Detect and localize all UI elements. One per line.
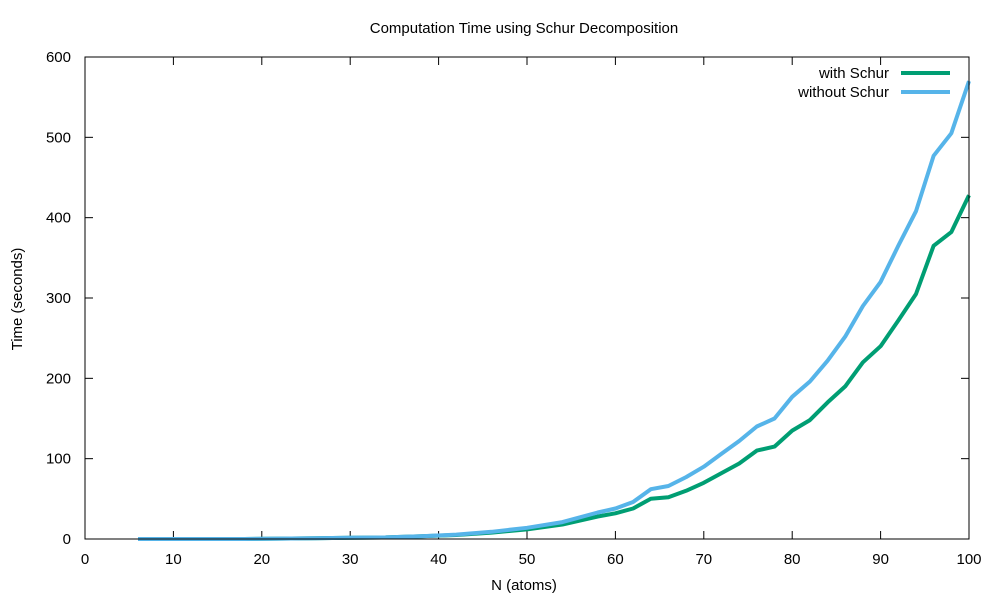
y-tick-label: 200 (46, 370, 71, 387)
series-line-without-schur (138, 80, 971, 541)
x-tick-label: 70 (695, 551, 712, 568)
x-tick-label: 40 (430, 551, 447, 568)
x-tick-label: 30 (342, 551, 359, 568)
y-axis-title-group: Time (seconds) (9, 248, 26, 351)
chart-title: Computation Time using Schur Decompositi… (370, 20, 678, 37)
y-tick-label: 400 (46, 210, 71, 227)
x-axis-title: N (atoms) (491, 577, 557, 594)
x-tick-label: 50 (519, 551, 536, 568)
y-tick-label: 0 (63, 531, 71, 548)
y-tick-label: 500 (46, 129, 71, 146)
x-tick-label: 0 (81, 551, 89, 568)
y-tick-label: 600 (46, 49, 71, 66)
x-tick-label: 60 (607, 551, 624, 568)
x-tick-label: 80 (784, 551, 801, 568)
y-tick-label: 100 (46, 451, 71, 468)
x-tick-label: 10 (165, 551, 182, 568)
plot-frame (84, 56, 970, 540)
legend: with Schur without Schur (797, 65, 950, 101)
y-axis-title: Time (seconds) (9, 248, 26, 351)
x-tick-label: 100 (956, 551, 981, 568)
x-tick-label: 90 (872, 551, 889, 568)
x-tick-label: 20 (253, 551, 270, 568)
legend-label: without Schur (797, 84, 889, 101)
series-lines (138, 80, 971, 541)
y-tick-label: 300 (46, 290, 71, 307)
axis-ticks: 0 10 20 30 40 50 60 70 80 90 100 0 100 200 300 400 500 60… (46, 49, 982, 568)
legend-label: with Schur (818, 65, 889, 82)
